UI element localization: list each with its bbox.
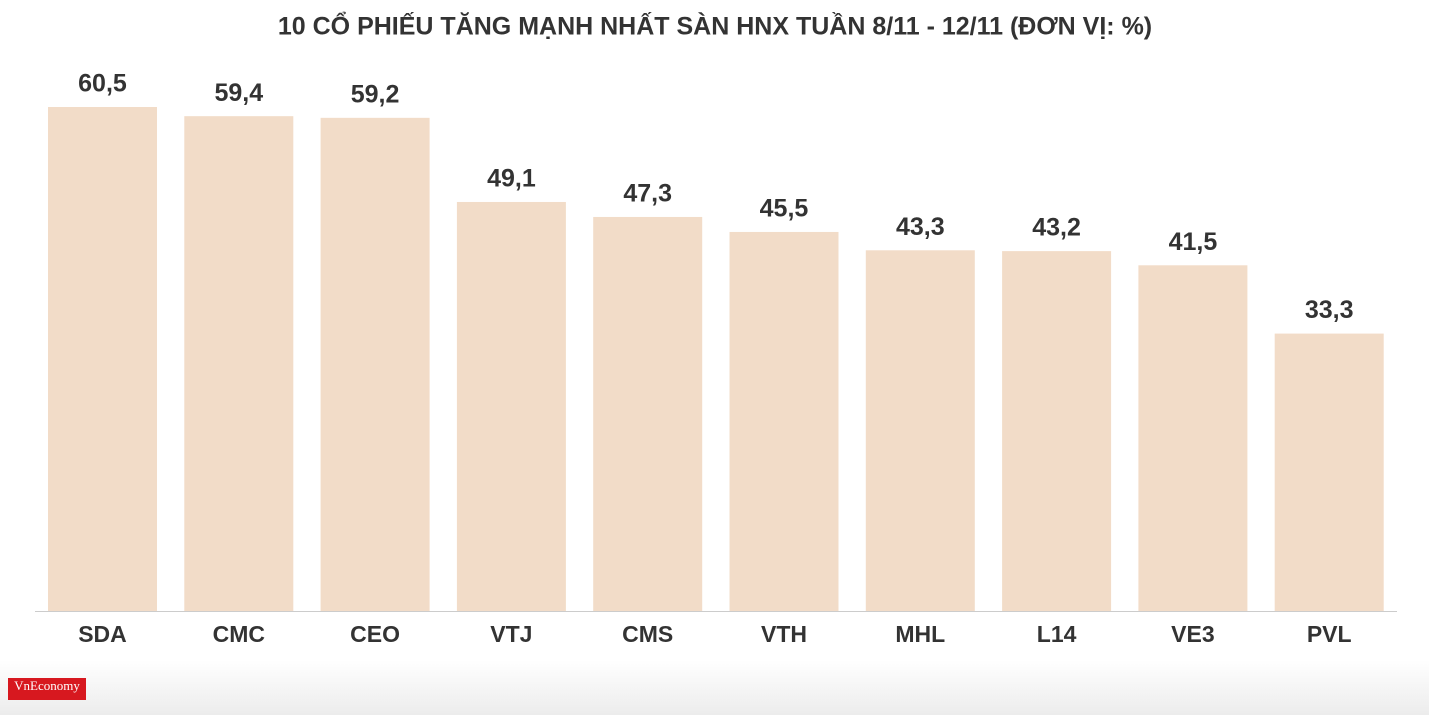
value-label: 60,5 — [78, 70, 127, 98]
bar — [184, 116, 294, 611]
bar — [1138, 265, 1248, 611]
x-tick-label: CEO — [350, 621, 400, 647]
x-tick-label: PVL — [1307, 621, 1352, 647]
x-tick-label: VTH — [761, 621, 807, 647]
value-label: 43,2 — [1032, 214, 1081, 242]
footer-band — [0, 660, 1429, 715]
bar — [729, 231, 839, 611]
x-tick-label: CMS — [622, 621, 673, 647]
bar — [1002, 251, 1112, 611]
bar — [865, 250, 975, 611]
value-label: 59,4 — [214, 79, 263, 107]
value-label: 41,5 — [1169, 228, 1218, 256]
value-label: 33,3 — [1305, 296, 1354, 324]
bar — [593, 216, 703, 612]
x-tick-label: SDA — [78, 621, 127, 647]
value-label: 49,1 — [487, 165, 536, 193]
bar — [456, 201, 566, 611]
x-tick-label: CMC — [213, 621, 265, 647]
value-label: 59,2 — [351, 80, 400, 108]
x-tick-label: L14 — [1037, 621, 1077, 647]
bar — [320, 117, 430, 612]
x-tick-label: VTJ — [490, 621, 532, 647]
x-tick-label: MHL — [895, 621, 945, 647]
chart-title: 10 CỔ PHIẾU TĂNG MẠNH NHẤT SÀN HNX TUẦN … — [278, 11, 1152, 41]
x-tick-label: VE3 — [1171, 621, 1214, 647]
value-label: 47,3 — [623, 180, 672, 208]
value-label: 43,3 — [896, 213, 945, 241]
bar — [48, 107, 157, 611]
value-label: 45,5 — [760, 195, 809, 223]
logo-box — [8, 678, 86, 700]
bar — [1274, 333, 1384, 611]
logo: VnEconomy — [14, 678, 80, 693]
